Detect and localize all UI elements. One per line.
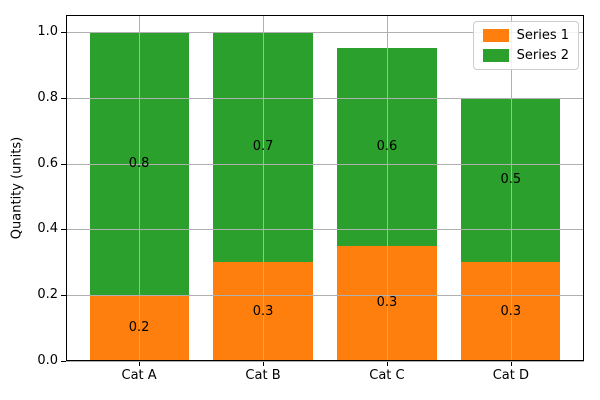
bar-value-label-series-2-cat-a: 0.8 (128, 155, 150, 171)
x-tick-mark (139, 361, 141, 366)
y-tick-label: 0.0 (37, 353, 58, 368)
grid-line-horizontal (66, 32, 584, 33)
x-tick-mark (510, 361, 512, 366)
grid-line-vertical (386, 15, 388, 361)
x-tick-label-cat-c: Cat C (369, 368, 405, 383)
bar-value-label-series-2-cat-b: 0.7 (252, 139, 274, 155)
series-1-color-swatch (482, 29, 509, 42)
bar-value-label-series-1-cat-a: 0.2 (128, 320, 150, 336)
y-tick-mark (61, 163, 66, 165)
legend-item-series-1: Series 1 (482, 28, 569, 43)
y-tick-label: 1.0 (37, 24, 58, 39)
y-tick-mark (61, 361, 66, 362)
legend-label-series-2: Series 2 (516, 48, 569, 63)
bar-segment-series-1-cat-a (89, 295, 189, 361)
legend-item-series-2: Series 2 (482, 48, 569, 63)
y-tick-mark (61, 295, 66, 297)
grid-line-horizontal (66, 229, 584, 231)
x-tick-label-cat-a: Cat A (121, 368, 157, 383)
grid-line-horizontal (66, 361, 584, 362)
y-tick-label: 0.6 (37, 155, 58, 171)
bar-value-label-series-1-cat-d: 0.3 (500, 303, 522, 319)
y-tick-label: 0.8 (37, 89, 58, 105)
bar-value-label-series-1-cat-b: 0.3 (252, 303, 274, 319)
bar-labels-layer: 0.2 0.8 0.3 0.7 0.3 0.6 0.3 0.5 (66, 15, 584, 361)
y-tick-mark (61, 32, 66, 33)
x-tick-label-cat-d: Cat D (492, 368, 530, 383)
x-tick-label-cat-b: Cat B (245, 368, 281, 383)
y-tick-label: 0.4 (37, 221, 58, 237)
y-tick-mark (61, 229, 66, 231)
x-tick-mark (386, 361, 388, 366)
legend-label-series-1: Series 1 (516, 28, 569, 43)
bar-value-label-series-2-cat-c: 0.6 (376, 139, 398, 155)
grid-layer (66, 15, 584, 362)
grid-line-horizontal (66, 163, 584, 165)
grid-line-horizontal (66, 97, 584, 99)
grid-line-horizontal (66, 295, 584, 297)
plot-area: 0.2 0.8 0.3 0.7 0.3 0.6 0.3 0.5 Series 1 Series… (66, 15, 584, 362)
bar-value-label-series-1-cat-c: 0.3 (376, 295, 398, 311)
grid-line-vertical (139, 15, 141, 361)
grid-line-vertical (263, 15, 265, 361)
legend: Series 1 Series 2 (472, 21, 579, 70)
y-tick-mark (61, 97, 66, 99)
x-tick-mark (263, 361, 265, 366)
series-2-color-swatch (482, 49, 509, 62)
bar-value-label-series-2-cat-d: 0.5 (500, 172, 522, 188)
grid-line-vertical (510, 15, 512, 361)
y-tick-label: 0.2 (37, 287, 58, 303)
